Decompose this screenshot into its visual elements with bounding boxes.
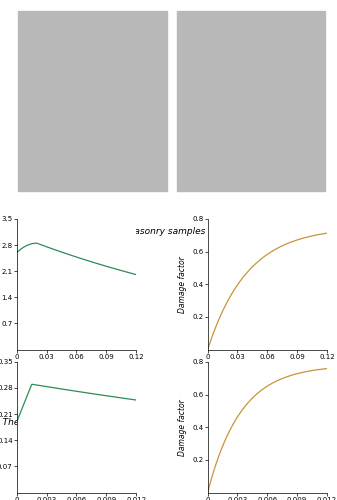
X-axis label: Inelastic strain: Inelastic strain [49,366,104,374]
Y-axis label: Damage factor: Damage factor [178,399,187,456]
X-axis label: Inelastic strain: Inelastic strain [239,366,295,374]
Bar [19,12,167,190]
Text: (a) Compression test of masonry samples: (a) Compression test of masonry samples [17,226,205,235]
Bar [177,12,325,190]
Text: (b) The compression damage: (b) The compression damage [0,418,119,426]
Y-axis label: Damage factor: Damage factor [178,256,187,312]
